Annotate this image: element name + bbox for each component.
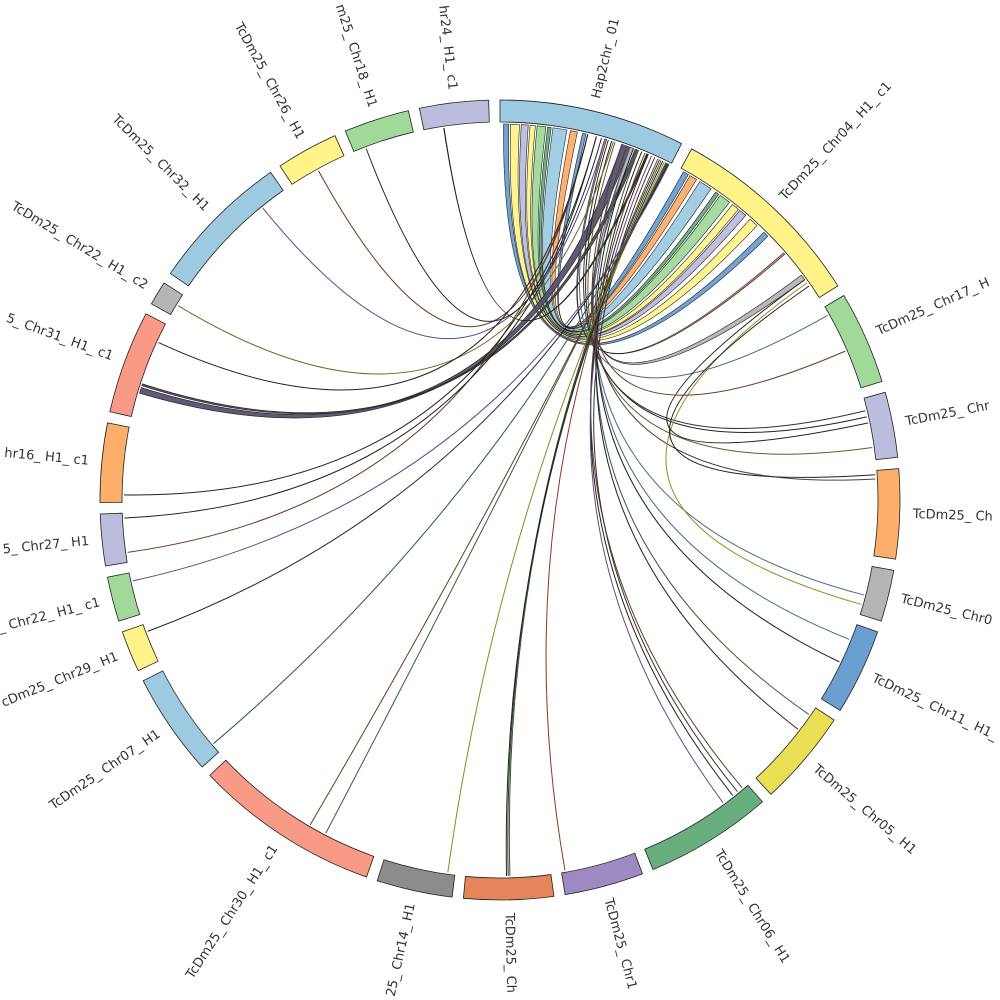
- link-line: [595, 150, 810, 715]
- chromosome-label: TcDm25_ Chr22_ H1_ c2: [8, 199, 151, 293]
- chromosome-label: TcDm25_ Chr: [903, 398, 991, 429]
- chromosome-ring: [99, 99, 901, 901]
- link-line: [669, 285, 876, 478]
- link-line: [447, 161, 665, 873]
- chromosome-label: Hap2chr_ 01: [589, 17, 623, 100]
- link-ribbon: [519, 124, 747, 339]
- link-line: [127, 134, 589, 553]
- chromosome-segment[interactable]: [824, 294, 883, 389]
- chromosome-label: TcDm25_ Chr32_ H1: [108, 111, 212, 214]
- link-line: [666, 279, 869, 444]
- chromosome-segment[interactable]: [142, 670, 220, 768]
- link-line: [317, 134, 589, 328]
- link-line: [594, 147, 850, 640]
- chromosome-segment[interactable]: [418, 99, 490, 131]
- link-line: [262, 138, 606, 340]
- chromosome-segment[interactable]: [209, 759, 375, 878]
- link-ribbon: [509, 123, 758, 342]
- chromosome-segment[interactable]: [344, 110, 414, 152]
- chromosome-segment[interactable]: [644, 784, 763, 871]
- chromosome-segment[interactable]: [820, 624, 879, 712]
- link-line: [365, 136, 597, 322]
- chromosome-label: TcDm25_ Chr30_ H1_ c1: [183, 842, 281, 982]
- chromosome-segment[interactable]: [107, 572, 141, 622]
- link-line: [590, 152, 743, 789]
- link-line: [593, 157, 738, 792]
- chromosome-segment[interactable]: [680, 148, 839, 299]
- chromosome-label: cDm25_ Chr29_ H1: [0, 649, 121, 710]
- link-line: [592, 145, 846, 396]
- link-line: [665, 282, 862, 605]
- link-line: [585, 140, 867, 433]
- link-line: [124, 137, 602, 519]
- link-line: [309, 162, 668, 825]
- chromosome-segment[interactable]: [279, 135, 345, 185]
- chromosome-segment[interactable]: [755, 707, 835, 795]
- chromosome-segment[interactable]: [499, 99, 683, 164]
- chromosome-label: 25_ Chr14_ H1: [384, 902, 419, 998]
- chromosome-label: TcDm25_ Chr26_ H1: [230, 19, 307, 141]
- link-line: [124, 136, 597, 496]
- link-line: [589, 155, 724, 804]
- link-ribbon: [526, 124, 739, 337]
- chromosome-segment[interactable]: [873, 468, 901, 560]
- chromosome-segment[interactable]: [150, 282, 184, 316]
- link-line: [132, 163, 670, 582]
- chromosome-label: TcDm25_ Ch: [501, 912, 518, 993]
- link-ribbon: [503, 123, 769, 346]
- chromosome-segment[interactable]: [462, 874, 555, 901]
- link-ribbon: [551, 130, 698, 329]
- chromosome-label: m25_ Chr18_ H1: [332, 2, 380, 109]
- link-line: [213, 163, 668, 744]
- chromosome-label: 5_ Chr27_ H1: [2, 534, 90, 558]
- link-ribbon: [443, 127, 649, 321]
- link-ribbon: [141, 148, 639, 415]
- link-line: [595, 151, 799, 730]
- chromosome-label: TcDm25_ Chr11_ H1_: [869, 671, 1000, 744]
- link-line: [177, 141, 614, 375]
- link-ribbon: [542, 127, 712, 331]
- chromosome-label: TcDm25_ Chr05_ H1: [809, 761, 919, 858]
- chromosome-label: hr16_ H1_ c1: [4, 446, 90, 469]
- chromosome-label: TcDm25_ Chr17_ H: [873, 275, 992, 339]
- link-line: [158, 134, 589, 391]
- chromosome-label: TcDm25_ Chr0: [898, 592, 994, 629]
- links-layer: [124, 123, 876, 876]
- link-line: [587, 141, 873, 455]
- link-ribbon: [538, 126, 720, 333]
- chromosome-segment[interactable]: [121, 624, 159, 672]
- chromosome-label: _ Chr22_ H1_ c1: [0, 595, 102, 636]
- chromosome-segment[interactable]: [561, 852, 644, 896]
- chromosome-segment[interactable]: [109, 313, 167, 418]
- chromosome-label: TcDm25_ Chr1: [600, 896, 639, 991]
- chromosome-segment[interactable]: [99, 512, 128, 567]
- link-line: [590, 154, 734, 796]
- chromosome-label: TcDm25_ Ch: [911, 507, 993, 525]
- chromosome-segment[interactable]: [863, 391, 899, 461]
- chromosome-segment[interactable]: [859, 565, 895, 622]
- chromosome-segment[interactable]: [169, 171, 284, 287]
- chromosome-segment[interactable]: [376, 859, 456, 898]
- chromosome-segment[interactable]: [99, 422, 130, 504]
- chromosome-label: TcDm25_ Chr04_ H1_ c1: [776, 79, 895, 204]
- link-ribbon: [531, 125, 730, 335]
- chromosome-label: TcDm25_ Chr07_ H1: [46, 727, 163, 814]
- link-line: [595, 148, 840, 663]
- chromosome-label: 5_ Chr31_ H1_ c1: [4, 311, 115, 364]
- chromosome-label: TcDm25_ Chr06_ H1: [710, 846, 792, 966]
- chromosome-label: hr24_ H1_ c1: [435, 5, 460, 91]
